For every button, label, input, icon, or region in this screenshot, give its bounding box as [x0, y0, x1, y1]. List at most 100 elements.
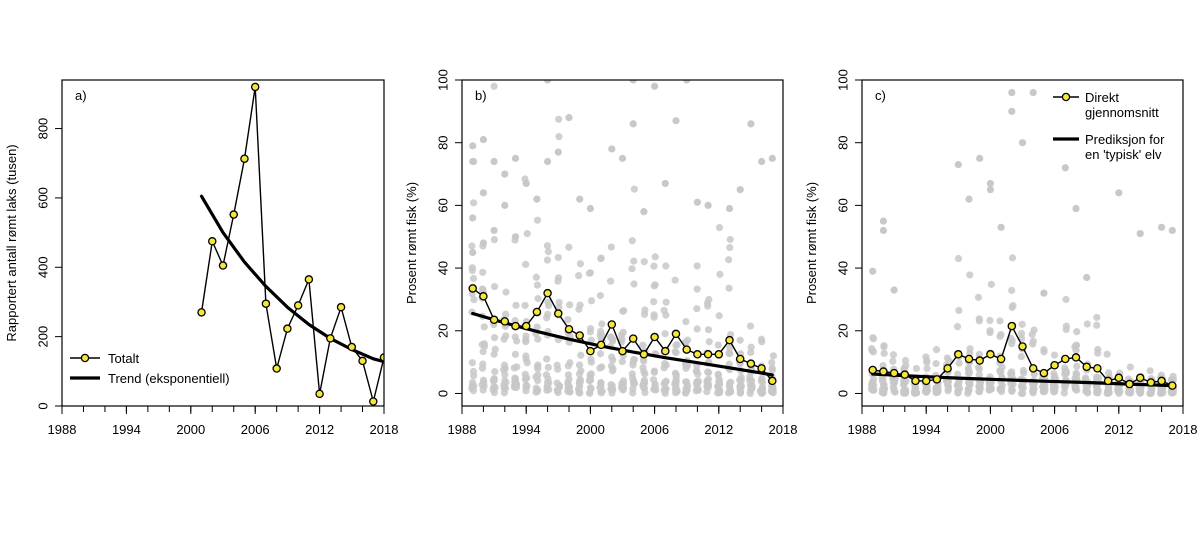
background-point	[966, 349, 974, 357]
background-point	[954, 370, 962, 378]
gray-point	[890, 286, 898, 294]
background-point	[954, 254, 963, 263]
data-point	[921, 376, 931, 386]
background-point	[726, 343, 734, 352]
background-point	[532, 273, 540, 281]
gray-point	[1008, 107, 1016, 115]
background-point	[879, 385, 887, 393]
background-point	[513, 337, 521, 345]
background-point	[758, 338, 766, 346]
background-point	[597, 382, 605, 390]
gray-point	[511, 154, 520, 162]
data-point	[283, 324, 292, 333]
background-point	[923, 364, 931, 373]
gray-point	[1158, 223, 1166, 231]
background-point	[747, 376, 755, 385]
background-point	[1018, 320, 1026, 328]
background-point	[1060, 389, 1068, 397]
background-point	[1062, 325, 1070, 334]
background-point	[576, 260, 585, 268]
background-point	[544, 248, 552, 256]
background-point	[1093, 313, 1101, 322]
background-point	[575, 272, 583, 280]
background-point	[478, 381, 486, 389]
gray-point	[608, 145, 616, 153]
background-point	[1008, 286, 1016, 295]
background-point	[628, 237, 636, 245]
background-point	[630, 280, 638, 288]
gray-point	[479, 239, 487, 247]
background-point	[596, 331, 604, 339]
data-point	[250, 82, 260, 92]
data-point	[889, 368, 899, 378]
background-point	[513, 363, 521, 371]
background-point	[534, 371, 542, 379]
y-tick-label: 100	[435, 69, 450, 91]
background-point	[1093, 321, 1101, 329]
data-point	[479, 292, 488, 301]
panel-label: a)	[75, 88, 87, 103]
background-point	[662, 298, 670, 306]
gray-point	[490, 157, 498, 166]
background-point	[1103, 350, 1111, 358]
y-tick-label: 200	[35, 326, 50, 348]
background-point	[650, 282, 658, 290]
background-point	[704, 326, 713, 334]
gray-point	[479, 189, 487, 197]
gray-point	[661, 179, 669, 188]
background-point	[1114, 388, 1122, 396]
background-point	[490, 383, 498, 391]
background-point	[640, 357, 648, 365]
background-point	[597, 254, 605, 262]
gray-point	[954, 161, 962, 169]
background-point	[522, 260, 530, 268]
background-point	[661, 385, 669, 394]
legend-label: Trend (eksponentiell)	[108, 371, 230, 386]
data-point	[735, 354, 745, 364]
gray-point	[1136, 229, 1144, 238]
data-point	[511, 321, 520, 331]
background-point	[618, 358, 626, 366]
gray-point	[1008, 88, 1016, 97]
background-point	[501, 370, 509, 379]
background-point	[747, 343, 755, 351]
y-tick-label: 0	[835, 390, 850, 397]
gray-point	[490, 226, 498, 235]
gray-point	[651, 82, 659, 90]
background-point	[1018, 389, 1027, 397]
background-point	[682, 378, 690, 386]
gray-point	[693, 198, 702, 206]
background-point	[672, 348, 680, 357]
background-point	[1072, 341, 1080, 350]
y-tick-label: 600	[35, 187, 50, 209]
data-point	[868, 365, 877, 375]
data-point	[218, 261, 228, 270]
background-point	[880, 343, 888, 351]
background-point	[587, 385, 595, 393]
background-point	[1093, 389, 1101, 397]
background-point	[576, 389, 584, 397]
background-point	[586, 371, 594, 379]
background-point	[470, 382, 478, 390]
background-point	[996, 385, 1005, 393]
background-point	[1073, 362, 1081, 370]
background-point	[629, 359, 637, 367]
data-point	[986, 350, 995, 359]
background-point	[769, 352, 778, 360]
background-point	[650, 298, 658, 306]
background-point	[944, 356, 953, 365]
background-point	[1050, 351, 1059, 359]
background-point	[1146, 367, 1154, 375]
background-point	[630, 185, 638, 193]
background-point	[1136, 387, 1145, 395]
background-point	[522, 332, 530, 340]
background-point	[975, 317, 983, 325]
background-point	[650, 311, 658, 319]
background-point	[1158, 387, 1167, 395]
y-tick-label: 0	[435, 390, 450, 397]
background-point	[640, 368, 648, 376]
data-point	[532, 307, 542, 317]
gray-point	[1072, 204, 1080, 213]
gray-point	[879, 226, 888, 235]
background-point	[703, 299, 712, 307]
